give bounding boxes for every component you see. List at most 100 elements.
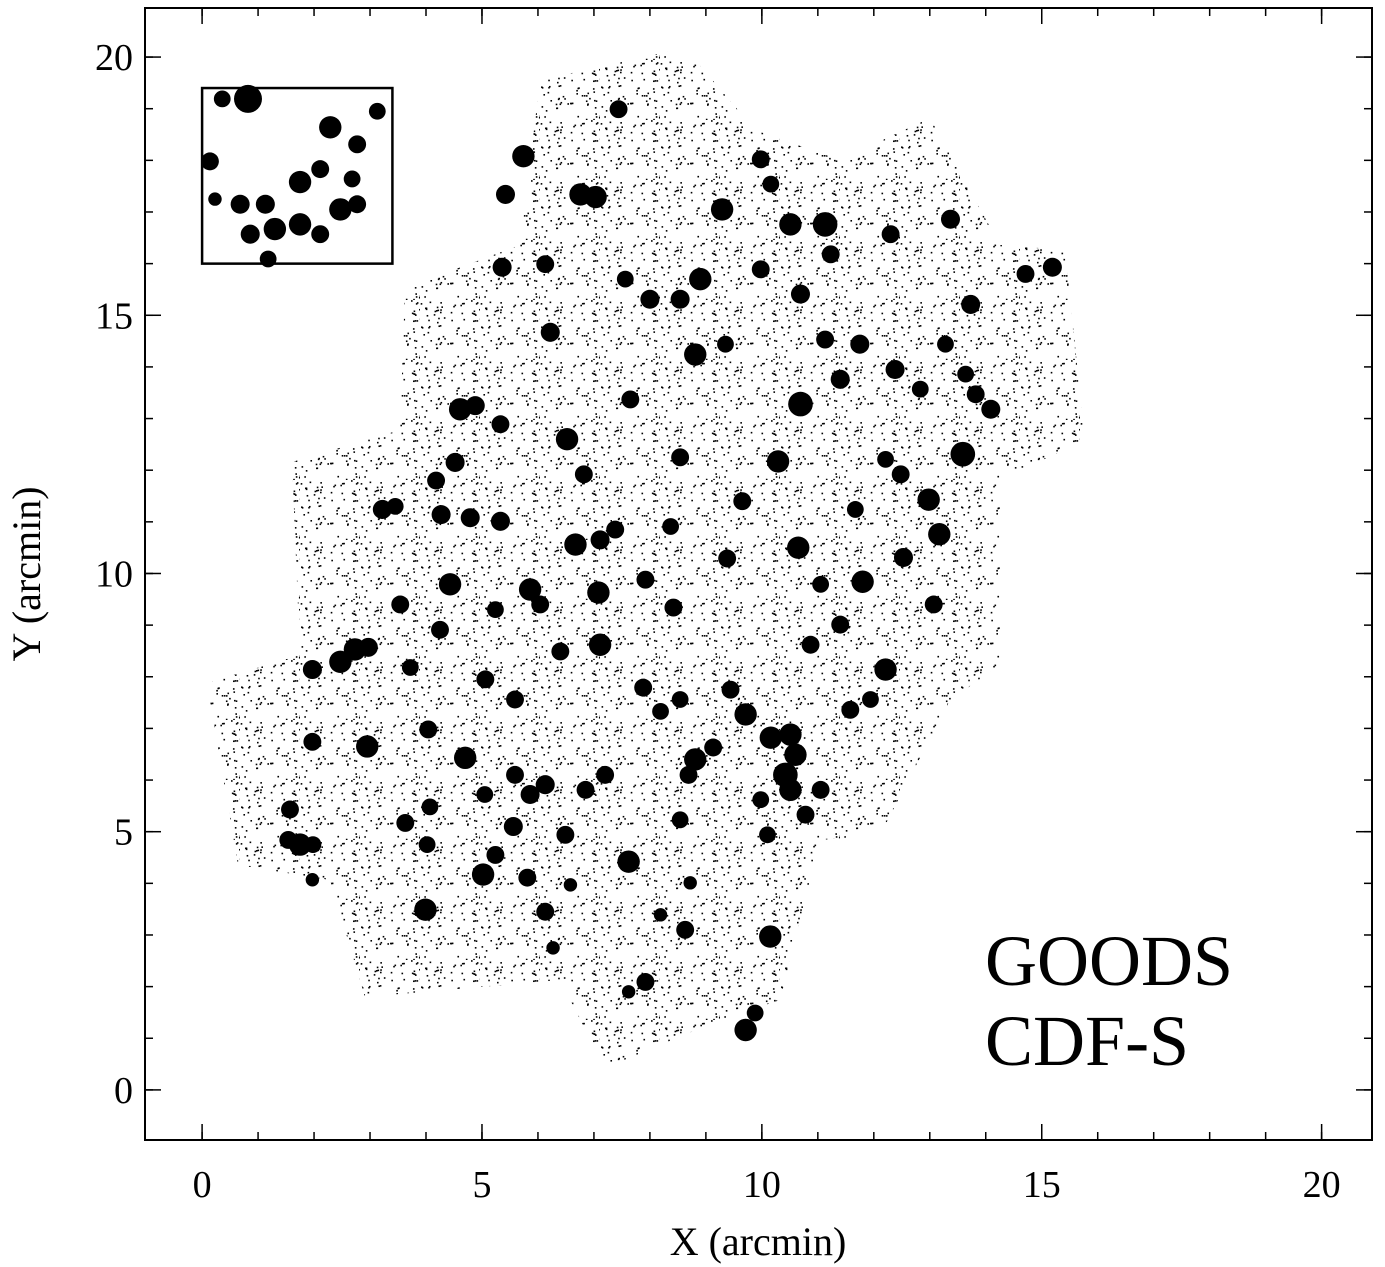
source [563,878,578,892]
source [928,523,951,546]
source [640,289,660,309]
source [704,738,723,757]
source [841,700,860,719]
source [448,398,472,421]
source [893,547,913,567]
source [574,465,593,484]
source [821,245,840,264]
annotation: GOODS [985,921,1233,1001]
source [671,691,689,708]
source [391,595,410,614]
source [751,150,770,169]
source [590,530,610,550]
source [476,670,495,689]
source [288,213,312,236]
source [679,765,698,784]
source [305,873,320,887]
source [540,322,560,342]
y-axis-label: Y (arcmin) [4,486,49,661]
source [343,170,361,188]
source [490,511,510,531]
source [234,84,262,113]
source [877,450,894,468]
source [830,369,850,389]
x-tick-label: 5 [472,1164,491,1206]
source [512,145,535,168]
source [460,508,480,528]
source [438,573,462,596]
source [348,195,367,214]
source [790,284,810,304]
source [288,833,312,856]
source [492,257,512,277]
y-tick-label: 0 [114,1070,133,1112]
source [911,380,929,398]
source [311,225,330,244]
source [664,598,683,617]
source [636,570,655,589]
source [684,748,707,771]
source [588,633,612,656]
source [621,985,636,999]
source [556,825,575,844]
source [453,746,477,770]
source [759,726,783,749]
source [396,813,415,832]
source [653,908,668,922]
source [319,116,342,139]
source [924,595,943,614]
x-tick-label: 15 [1023,1164,1061,1206]
source [1042,257,1062,277]
source [302,660,322,680]
source [230,194,250,214]
source [506,690,524,709]
source [465,396,485,416]
source [535,775,555,795]
source [788,391,813,417]
source [787,536,810,559]
source [401,659,419,676]
source [606,520,625,539]
source [348,135,367,154]
source [676,920,695,939]
source [862,691,879,708]
source [752,791,770,809]
y-tick-label: 5 [114,812,133,854]
source [576,780,595,799]
source [555,428,579,451]
source [263,217,287,241]
source [213,90,231,108]
source [662,518,680,535]
source [671,448,690,467]
source [801,635,820,654]
source [796,805,815,824]
y-tick-label: 10 [95,553,133,595]
x-axis-label: X (arcmin) [670,1219,847,1264]
source [940,209,961,229]
source [486,845,505,864]
source [812,212,838,237]
source [811,780,830,799]
source [885,359,905,380]
source [368,102,386,120]
x-tick-label: 0 [193,1164,212,1206]
source [718,549,737,568]
source [471,863,495,886]
source [684,343,707,366]
source [937,335,954,353]
source [710,198,734,221]
source [386,497,404,515]
source [751,260,770,279]
source [851,570,874,593]
source [779,778,802,802]
source [609,100,628,119]
source [487,601,504,619]
source [356,735,379,758]
source [476,786,494,803]
source [846,501,864,518]
source [587,581,610,604]
source [304,836,322,854]
x-tick-label: 10 [743,1164,781,1206]
source [518,578,542,601]
source [255,194,275,214]
